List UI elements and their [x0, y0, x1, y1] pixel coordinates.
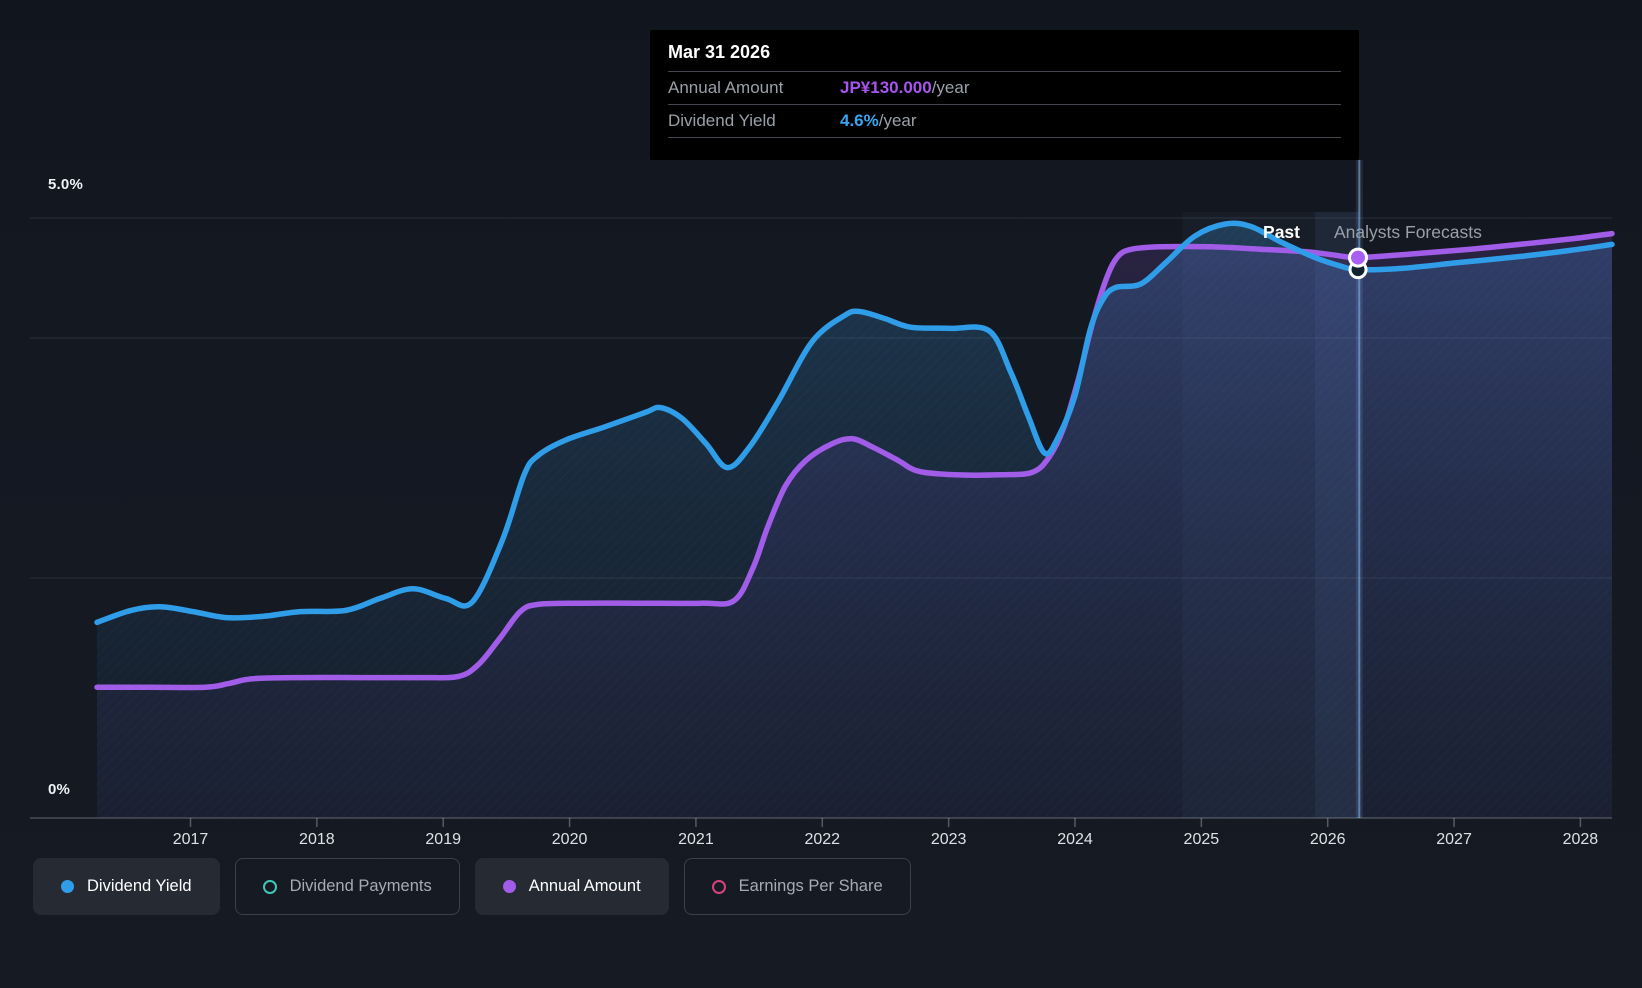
x-tick-label-2024: 2024: [1057, 831, 1093, 848]
dividend-yield-line: [94, 220, 1615, 626]
past-zone-label: Past: [1263, 222, 1300, 242]
marker-annual-amount: [1348, 247, 1369, 268]
legend-button-dividend-yield[interactable]: Dividend Yield: [33, 858, 220, 915]
chart-tooltip: Mar 31 2026 Annual Amount JP¥130.000/year…: [650, 30, 1359, 160]
x-tick-label-2027: 2027: [1436, 831, 1472, 848]
x-tick-label-2021: 2021: [678, 831, 714, 848]
legend-button-label: Earnings Per Share: [738, 877, 883, 895]
tooltip-row-suffix: /year: [878, 111, 917, 130]
legend-button-label: Annual Amount: [528, 877, 641, 895]
forecast-zone-label: Analysts Forecasts: [1334, 222, 1482, 242]
legend-button-annual-amount[interactable]: Annual Amount: [474, 858, 669, 915]
x-tick-label-2028: 2028: [1562, 831, 1599, 848]
tooltip-row-suffix: /year: [931, 78, 970, 97]
tooltip-row-label: Dividend Yield: [668, 111, 776, 130]
dividend-yield-dot-icon: [61, 880, 74, 893]
dividend-payments-dot-icon: [262, 879, 277, 894]
tooltip-row-annual-amount: Annual Amount JP¥130.000/year: [668, 71, 1341, 104]
x-tick-label-2020: 2020: [551, 831, 588, 848]
tooltip-row-value: 4.6%: [840, 111, 879, 130]
y-axis-label-top: 5.0%: [48, 176, 83, 193]
legend-button-label: Dividend Payments: [289, 877, 432, 895]
legend-button-label: Dividend Yield: [87, 877, 192, 895]
x-tick-label-2018: 2018: [299, 831, 335, 848]
tooltip-row-value: JP¥130.000: [840, 78, 932, 97]
x-tick-label-2023: 2023: [930, 831, 967, 848]
annual-amount-dot-icon: [502, 880, 516, 893]
x-tick-label-2017: 2017: [172, 831, 209, 848]
tooltip-row-label: Annual Amount: [668, 78, 784, 97]
x-tick-label-2019: 2019: [425, 831, 461, 848]
x-tick-label-2026: 2026: [1309, 831, 1346, 848]
series-markers: [1348, 247, 1369, 280]
tooltip-row-dividend-yield: Dividend Yield 4.6%/year: [668, 104, 1341, 138]
x-tick-label-2025: 2025: [1183, 831, 1220, 848]
legend-button-earnings-per-share[interactable]: Earnings Per Share: [683, 858, 911, 915]
y-axis-label-zero: 0%: [48, 781, 71, 798]
legend-bar: Dividend Yield Dividend Payments Annual Am…: [33, 858, 911, 915]
x-axis: [30, 817, 1612, 827]
earnings-per-share-dot-icon: [711, 879, 726, 894]
x-tick-label-2022: 2022: [804, 831, 841, 848]
annual-amount-line: [94, 230, 1615, 691]
annual-amount-area: [97, 233, 1612, 819]
legend-button-dividend-payments[interactable]: Dividend Payments: [234, 858, 460, 915]
tooltip-date: Mar 31 2026: [668, 42, 771, 62]
